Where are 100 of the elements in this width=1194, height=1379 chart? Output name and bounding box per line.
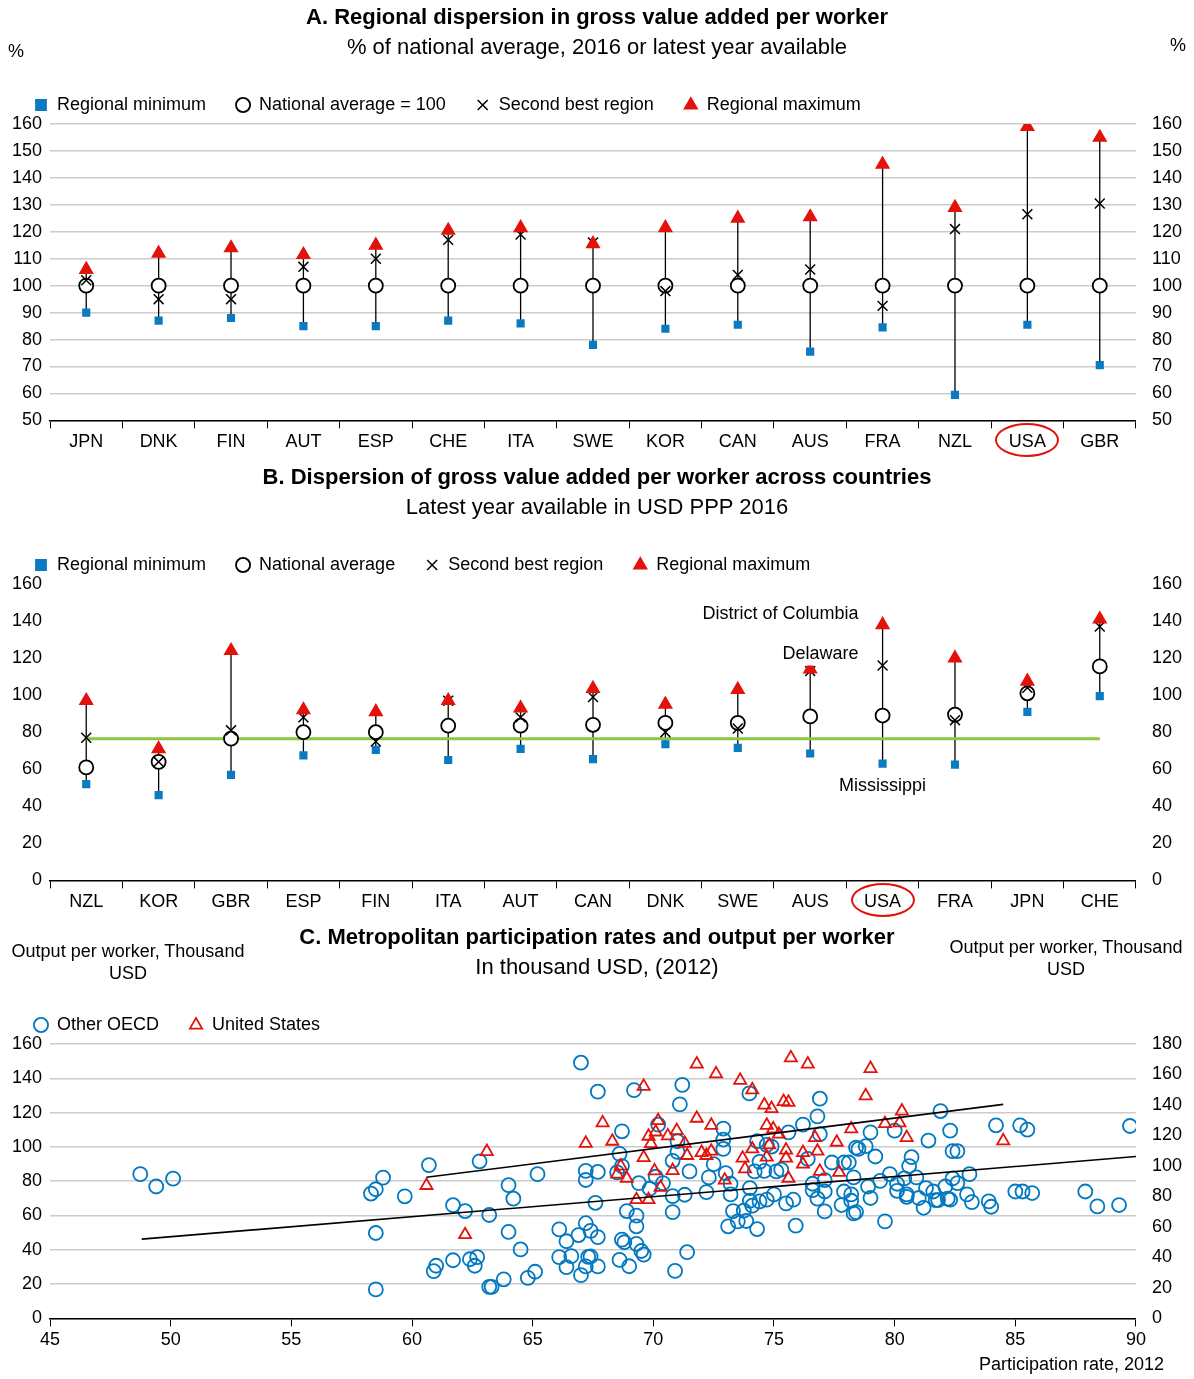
y2-tick-label: 120 [1151, 220, 1183, 241]
y2-tick-label: 40 [1151, 1246, 1172, 1267]
x-tick-label: 50 [160, 1329, 181, 1350]
y2-tick-label: 20 [1151, 1276, 1172, 1297]
x-tick-label: ITA [507, 431, 534, 452]
chart-title: A. Regional dispersion in gross value added per worker [305, 3, 889, 30]
x-tick-label: KOR [139, 891, 179, 912]
y2-axis-title: Output per worker, Thousand USD [948, 936, 1184, 980]
x-tick-label: CHE [1080, 891, 1119, 912]
x-tick-label: GBR [1080, 431, 1120, 452]
y2-tick-label: 140 [1151, 166, 1183, 187]
x-tick-label: ESP [285, 891, 322, 912]
x-tick-label: SWE [717, 891, 759, 912]
y2-tick-label: 50 [1151, 409, 1172, 430]
x-tick-label: ESP [357, 431, 394, 452]
x-tick-label: FRA [864, 431, 901, 452]
y2-tick-label: 80 [1151, 328, 1172, 349]
y2-tick-label: 80 [1151, 721, 1172, 742]
y-tick-label: 80 [22, 1170, 43, 1191]
y-tick-label: 0 [32, 869, 43, 890]
y-axis-title: Output per worker, Thousand USD [10, 940, 246, 984]
x-tick-label: FIN [216, 431, 246, 452]
x-tick-label: JPN [1010, 891, 1045, 912]
x-tick-label: 85 [1005, 1329, 1026, 1350]
y-tick-label: 120 [11, 1101, 43, 1122]
y2-axis-title: % [1169, 34, 1187, 56]
y2-tick-label: 100 [1151, 684, 1183, 705]
legend-label: National average = 100 [259, 93, 446, 114]
x-tick-label: AUT [502, 891, 539, 912]
y-tick-label: 80 [22, 328, 43, 349]
y2-tick-label: 140 [1151, 610, 1183, 631]
x-tick-label: FRA [936, 891, 973, 912]
y2-tick-label: 120 [1151, 647, 1183, 668]
annotation: District of Columbia [702, 602, 860, 623]
y2-tick-label: 100 [1151, 1154, 1183, 1175]
y-tick-label: 20 [22, 1273, 43, 1294]
x-tick-label: CHE [429, 431, 468, 452]
y-tick-label: 80 [22, 721, 43, 742]
y-tick-label: 100 [11, 1135, 43, 1156]
x-tick-label: 75 [763, 1329, 784, 1350]
legend-label: Other OECD [57, 1013, 160, 1034]
x-tick-label: USA [1008, 431, 1046, 452]
y2-tick-label: 160 [1151, 112, 1183, 133]
x-tick-label: 80 [884, 1329, 905, 1350]
legend-label: Regional maximum [656, 553, 811, 574]
y2-tick-label: 100 [1151, 274, 1183, 295]
y2-tick-label: 120 [1151, 1124, 1183, 1145]
y-tick-label: 150 [11, 139, 43, 160]
chart-subtitle: Latest year available in USD PPP 2016 [404, 493, 790, 520]
y-axis-title: % [7, 40, 25, 62]
y-tick-label: 50 [22, 409, 43, 430]
y-tick-label: 130 [11, 193, 43, 214]
y2-tick-label: 0 [1151, 1307, 1162, 1328]
y-tick-label: 40 [22, 795, 43, 816]
y2-tick-label: 90 [1151, 301, 1172, 322]
y2-tick-label: 160 [1151, 572, 1183, 593]
x-tick-label: FIN [361, 891, 391, 912]
x-tick-label: AUS [791, 431, 829, 452]
y-tick-label: 140 [11, 166, 43, 187]
x-tick-label: 65 [522, 1329, 543, 1350]
x-tick-label: AUT [285, 431, 322, 452]
legend-label: Second best region [448, 553, 604, 574]
x-tick-label: KOR [645, 431, 685, 452]
y2-tick-label: 60 [1151, 1215, 1172, 1236]
y-tick-label: 40 [22, 1238, 43, 1259]
x-tick-label: CAN [718, 431, 757, 452]
chart-subtitle: In thousand USD, (2012) [475, 954, 719, 979]
y-tick-label: 100 [11, 684, 43, 705]
y-tick-label: 70 [22, 355, 43, 376]
y-tick-label: 60 [22, 1204, 43, 1225]
x-tick-label: 60 [402, 1329, 423, 1350]
y2-tick-label: 150 [1151, 139, 1183, 160]
legend-label: Second best region [498, 93, 654, 114]
annotation: Delaware [782, 643, 859, 664]
y2-tick-label: 20 [1151, 832, 1172, 853]
x-tick-label: 70 [643, 1329, 664, 1350]
x-tick-label: CAN [573, 891, 613, 912]
y-tick-label: 100 [11, 274, 43, 295]
x-tick-label: NZL [937, 431, 972, 452]
y2-tick-label: 0 [1151, 869, 1162, 890]
x-tick-label: ITA [434, 891, 462, 912]
y2-tick-label: 60 [1151, 758, 1172, 779]
legend-label: Regional minimum [57, 93, 207, 114]
y-tick-label: 60 [22, 758, 43, 779]
x-tick-label: AUS [791, 891, 829, 912]
y-tick-label: 60 [22, 382, 43, 403]
y2-tick-label: 130 [1151, 193, 1183, 214]
legend-label: Regional maximum [706, 93, 861, 114]
x-tick-label: 45 [40, 1329, 61, 1350]
x-tick-label: DNK [139, 431, 178, 452]
x-tick-label: USA [864, 891, 902, 912]
y-tick-label: 20 [22, 832, 43, 853]
y-tick-label: 140 [11, 1067, 43, 1088]
y2-tick-label: 140 [1151, 1093, 1183, 1114]
y-tick-label: 90 [22, 301, 43, 322]
y2-tick-label: 160 [1151, 1063, 1183, 1084]
y-tick-label: 120 [11, 647, 43, 668]
x-tick-label: NZL [69, 891, 104, 912]
x-tick-label: GBR [211, 891, 251, 912]
y2-tick-label: 40 [1151, 795, 1172, 816]
